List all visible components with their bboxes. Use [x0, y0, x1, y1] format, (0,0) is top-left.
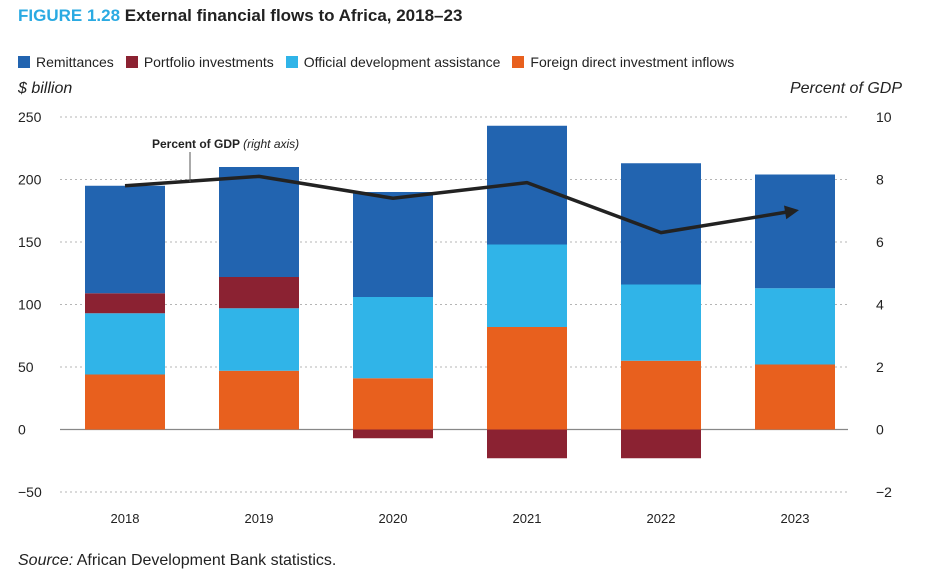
bar-oda-2020: [353, 297, 433, 379]
bar-fdi-2021: [487, 327, 567, 430]
bar-fdi-2018: [85, 374, 165, 430]
bar-portfolio-2018: [85, 293, 165, 314]
bar-oda-2023: [755, 288, 835, 365]
y-axis-left-label: $ billion: [18, 80, 73, 97]
x-tick-label: 2021: [513, 511, 542, 526]
bar-remittances-2018: [85, 185, 165, 294]
y-tick-right: 0: [876, 422, 884, 438]
bar-portfolio-2022: [621, 429, 701, 459]
y-tick-right: 6: [876, 234, 884, 250]
x-tick-label: 2018: [111, 511, 140, 526]
bar-remittances-2023: [755, 174, 835, 289]
legend-item-oda: Official development assistance: [285, 54, 501, 70]
bar-remittances-2020: [353, 192, 433, 297]
figure-number: FIGURE 1.28: [18, 6, 121, 25]
x-tick-label: 2019: [245, 511, 274, 526]
source-label: Source:: [18, 552, 74, 569]
legend-label-oda: Official development assistance: [303, 54, 501, 70]
gdp-line: [124, 174, 788, 235]
legend-label-portfolio: Portfolio investments: [143, 54, 274, 70]
legend-swatch-fdi: [512, 56, 525, 68]
bar-remittances-2019: [219, 167, 299, 277]
y-tick-left: 0: [18, 422, 26, 438]
legend-item-fdi: Foreign direct investment inflows: [512, 54, 734, 70]
bar-oda-2018: [85, 313, 165, 375]
bar-oda-2019: [219, 308, 299, 371]
y-tick-right: 8: [876, 172, 884, 188]
bar-fdi-2019: [219, 370, 299, 430]
x-tick-label: 2023: [781, 511, 810, 526]
gdp-line-arrowhead: [784, 205, 799, 220]
legend-item-remittances: Remittances: [18, 54, 114, 70]
y-tick-left: 50: [18, 359, 34, 375]
y-axis-right-label: Percent of GDP: [789, 80, 902, 97]
legend-label-fdi: Foreign direct investment inflows: [530, 54, 735, 70]
annotation-note: (right axis): [243, 137, 299, 151]
x-tick-label: 2020: [379, 511, 408, 526]
x-tick-label: 2022: [647, 511, 676, 526]
y-tick-right: 2: [876, 359, 884, 375]
legend: Remittances Portfolio investments Official…: [18, 54, 746, 70]
y-tick-left: 100: [18, 297, 42, 313]
bar-oda-2022: [621, 284, 701, 361]
y-tick-right: 4: [876, 297, 884, 313]
legend-swatch-remittances: [18, 56, 30, 68]
legend-item-portfolio: Portfolio investments: [125, 54, 274, 70]
bar-oda-2021: [487, 244, 567, 327]
source-note: Source: African Development Bank statist…: [18, 552, 336, 570]
figure-title: External financial flows to Africa, 2018…: [124, 6, 463, 25]
line-annotation: Percent of GDP (right axis): [152, 137, 299, 151]
bar-portfolio-2020: [353, 429, 433, 439]
annotation-main: Percent of GDP: [152, 137, 243, 151]
legend-label-remittances: Remittances: [36, 54, 114, 70]
bar-portfolio-2021: [487, 429, 567, 459]
source-text: African Development Bank statistics.: [76, 552, 337, 569]
legend-swatch-portfolio: [125, 56, 138, 68]
y-tick-right: 10: [876, 109, 892, 125]
bar-fdi-2020: [353, 378, 433, 430]
bar-portfolio-2019: [219, 277, 299, 309]
y-tick-right: −2: [876, 484, 892, 500]
y-tick-left: 200: [18, 172, 42, 188]
chart-title: FIGURE 1.28 External financial flows to …: [18, 6, 462, 26]
y-tick-left: 150: [18, 234, 42, 250]
bar-fdi-2023: [755, 364, 835, 430]
bar-fdi-2022: [621, 360, 701, 430]
legend-swatch-oda: [285, 56, 298, 68]
y-tick-left: −50: [18, 484, 42, 500]
y-tick-left: 250: [18, 109, 42, 125]
